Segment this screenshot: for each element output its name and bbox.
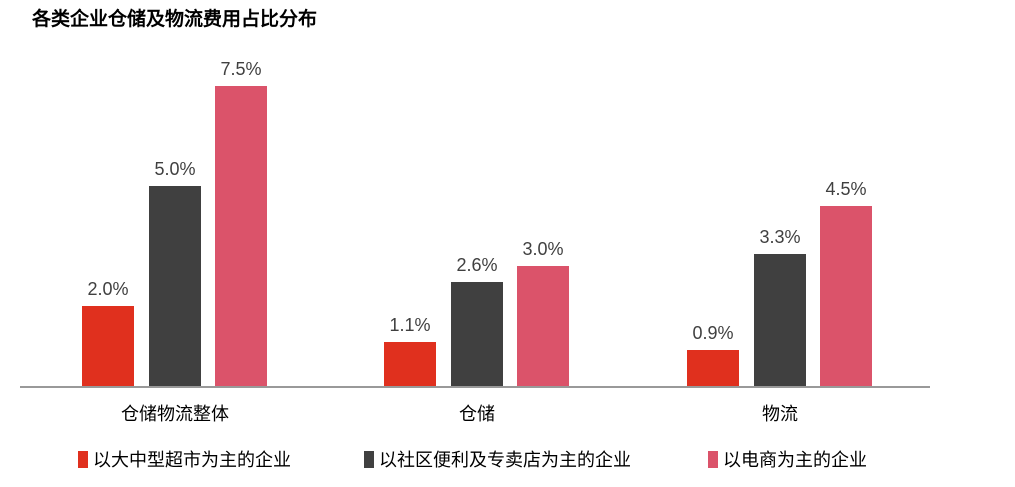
legend-item-convenience: 以社区便利及专卖店为主的企业: [364, 446, 631, 472]
bar: [149, 186, 201, 386]
legend-swatch: [78, 450, 88, 468]
data-label: 0.9%: [692, 323, 733, 343]
data-label: 3.3%: [759, 227, 800, 247]
data-label: 7.5%: [220, 59, 261, 79]
bar: [820, 206, 872, 386]
legend-label: 以大中型超市为主的企业: [93, 450, 291, 471]
data-label: 4.5%: [825, 179, 866, 199]
x-tick-label: 仓储: [459, 404, 495, 425]
data-label: 2.0%: [87, 279, 128, 299]
data-label: 5.0%: [154, 159, 195, 179]
bar: [517, 266, 569, 386]
legend-swatch: [364, 450, 374, 468]
chart-title: 各类企业仓储及物流费用占比分布: [32, 8, 318, 30]
x-tick-label: 物流: [762, 404, 798, 425]
data-label: 3.0%: [522, 239, 563, 259]
bar: [384, 342, 436, 386]
bar: [451, 282, 503, 386]
legend-item-ecommerce: 以电商为主的企业: [708, 446, 867, 472]
x-tick-label: 仓储物流整体: [121, 404, 229, 425]
data-label: 2.6%: [456, 255, 497, 275]
bar: [754, 254, 806, 386]
bar: [215, 86, 267, 386]
legend-label: 以社区便利及专卖店为主的企业: [379, 450, 631, 471]
data-label: 1.1%: [389, 315, 430, 335]
legend-item-supermarket: 以大中型超市为主的企业: [78, 446, 291, 472]
bar: [687, 350, 739, 386]
legend-label: 以电商为主的企业: [723, 450, 867, 471]
legend-swatch: [708, 450, 718, 468]
bar: [82, 306, 134, 386]
